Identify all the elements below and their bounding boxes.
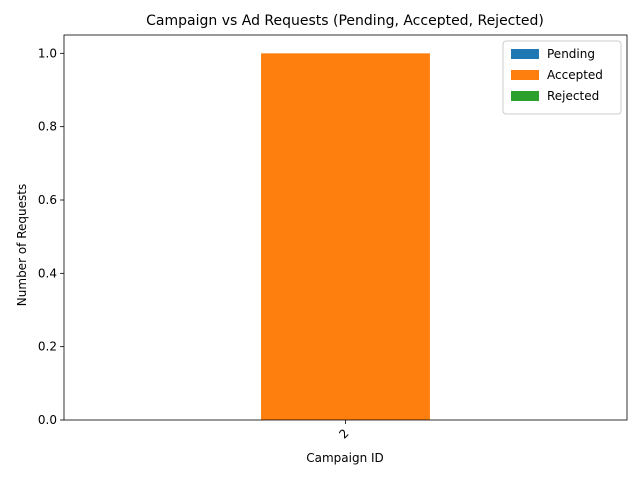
y-tick-label: 1.0 [38,46,57,60]
legend-swatch-rejected [511,91,539,101]
y-axis-label: Number of Requests [15,184,29,306]
legend-label-rejected: Rejected [547,89,599,103]
y-tick-label: 0.4 [38,266,57,280]
chart-title: Campaign vs Ad Requests (Pending, Accept… [146,13,544,29]
y-tick-label: 0.6 [38,193,57,207]
x-tick-label: 2 [336,426,351,441]
y-axis: 0.0 0.2 0.4 0.6 0.8 1.0 [38,46,64,427]
legend-swatch-pending [511,49,539,59]
bar-accepted-2 [261,53,430,420]
y-tick-label: 0.2 [38,340,57,354]
x-axis: 2 [336,420,352,442]
y-tick-label: 0.0 [38,413,57,427]
legend-swatch-accepted [511,70,539,80]
y-tick-label: 0.8 [38,120,57,134]
legend: Pending Accepted Rejected [502,40,622,115]
plot-area [63,34,628,421]
legend-label-accepted: Accepted [547,68,603,82]
legend-label-pending: Pending [547,47,595,61]
x-axis-label: Campaign ID [306,451,384,465]
